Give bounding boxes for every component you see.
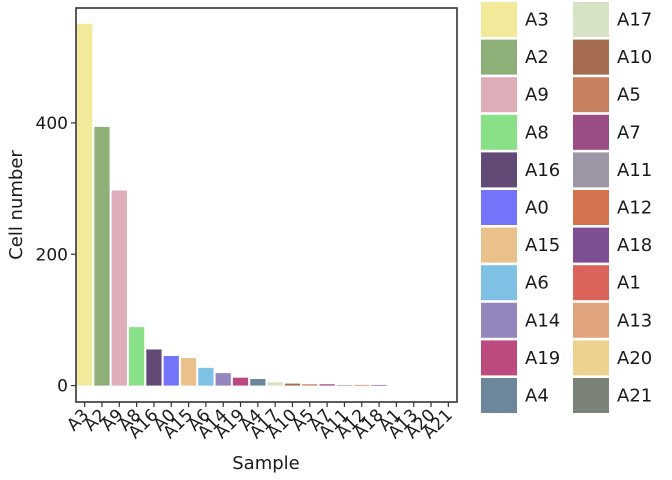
y-tick-label: 400 bbox=[36, 114, 68, 134]
bar-A0 bbox=[163, 356, 179, 386]
bar-A18 bbox=[371, 384, 387, 386]
legend-label-A2: A2 bbox=[525, 47, 549, 68]
bar-A14 bbox=[215, 373, 231, 386]
bar-A7 bbox=[319, 384, 335, 386]
legend-label-A13: A13 bbox=[617, 310, 652, 331]
plot-panel-border bbox=[75, 7, 458, 403]
legend-label-A16: A16 bbox=[525, 160, 560, 181]
legend-key-A15 bbox=[481, 227, 517, 263]
legend-key-A3 bbox=[481, 2, 517, 37]
legend-label-A15: A15 bbox=[525, 235, 560, 256]
legend-key-A5 bbox=[573, 77, 609, 113]
bar-A17 bbox=[267, 382, 283, 386]
legend-key-A14 bbox=[481, 302, 517, 338]
legend-label-A8: A8 bbox=[525, 122, 549, 143]
legend-label-A0: A0 bbox=[525, 198, 549, 219]
legend-key-A10 bbox=[573, 39, 609, 75]
legend-label-A3: A3 bbox=[525, 10, 549, 31]
bar-A2 bbox=[94, 126, 110, 386]
y-tick-label: 0 bbox=[57, 377, 68, 397]
x-axis-label: Sample bbox=[232, 453, 300, 474]
legend-label-A17: A17 bbox=[617, 10, 652, 31]
legend-key-A17 bbox=[573, 2, 609, 37]
legend-key-A6 bbox=[481, 265, 517, 301]
legend-label-A4: A4 bbox=[525, 386, 549, 407]
legend-label-A10: A10 bbox=[617, 47, 652, 68]
bar-A5 bbox=[302, 384, 318, 386]
legend-label-A7: A7 bbox=[617, 122, 641, 143]
legend-key-A11 bbox=[573, 152, 609, 188]
legend-key-A9 bbox=[481, 77, 517, 113]
legend-label-A19: A19 bbox=[525, 348, 560, 369]
legend-key-A0 bbox=[481, 190, 517, 225]
legend-key-A4 bbox=[481, 378, 517, 413]
legend-key-A8 bbox=[481, 114, 517, 150]
x-axis: A3A2A9A8A16A0A15A6A14A19A4A17A10A5A7A11A… bbox=[63, 402, 457, 443]
legend-key-A2 bbox=[481, 39, 517, 75]
legend: A3 A2 A9 A8 A16 A0 A15 A6 A14 A19 A4 A17 A10 A5 A7 A11 A… bbox=[481, 2, 652, 413]
bar-A10 bbox=[284, 383, 301, 386]
legend-key-A1 bbox=[573, 265, 609, 301]
bars-group bbox=[77, 23, 387, 386]
y-axis-label: Cell number bbox=[6, 150, 27, 260]
legend-label-A9: A9 bbox=[525, 85, 549, 106]
legend-label-A20: A20 bbox=[617, 348, 652, 369]
legend-key-A19 bbox=[481, 340, 517, 376]
legend-key-A16 bbox=[481, 152, 517, 188]
legend-key-A13 bbox=[573, 302, 609, 338]
bar-A19 bbox=[232, 377, 249, 386]
legend-label-A18: A18 bbox=[617, 235, 652, 256]
legend-label-A6: A6 bbox=[525, 273, 549, 294]
bar-A9 bbox=[111, 190, 127, 386]
legend-label-A12: A12 bbox=[617, 198, 652, 219]
bar-A4 bbox=[250, 379, 266, 386]
legend-key-A12 bbox=[573, 190, 609, 225]
bar-A16 bbox=[146, 349, 162, 386]
bar-A15 bbox=[180, 358, 197, 386]
bar-A3 bbox=[77, 23, 93, 386]
legend-label-A1: A1 bbox=[617, 273, 641, 294]
legend-label-A11: A11 bbox=[617, 160, 652, 181]
legend-label-A5: A5 bbox=[617, 85, 641, 106]
bar-A6 bbox=[198, 367, 214, 386]
y-tick-label: 200 bbox=[36, 245, 68, 265]
y-axis: 0 200 400 bbox=[36, 114, 76, 397]
bar-A11 bbox=[336, 384, 353, 386]
legend-key-A7 bbox=[573, 114, 609, 150]
legend-key-A21 bbox=[573, 378, 609, 413]
legend-label-A14: A14 bbox=[525, 310, 560, 331]
legend-label-A21: A21 bbox=[617, 386, 652, 407]
legend-key-A18 bbox=[573, 227, 609, 263]
legend-key-A20 bbox=[573, 340, 609, 376]
bar-A12 bbox=[354, 384, 370, 386]
bar-A8 bbox=[128, 327, 145, 386]
